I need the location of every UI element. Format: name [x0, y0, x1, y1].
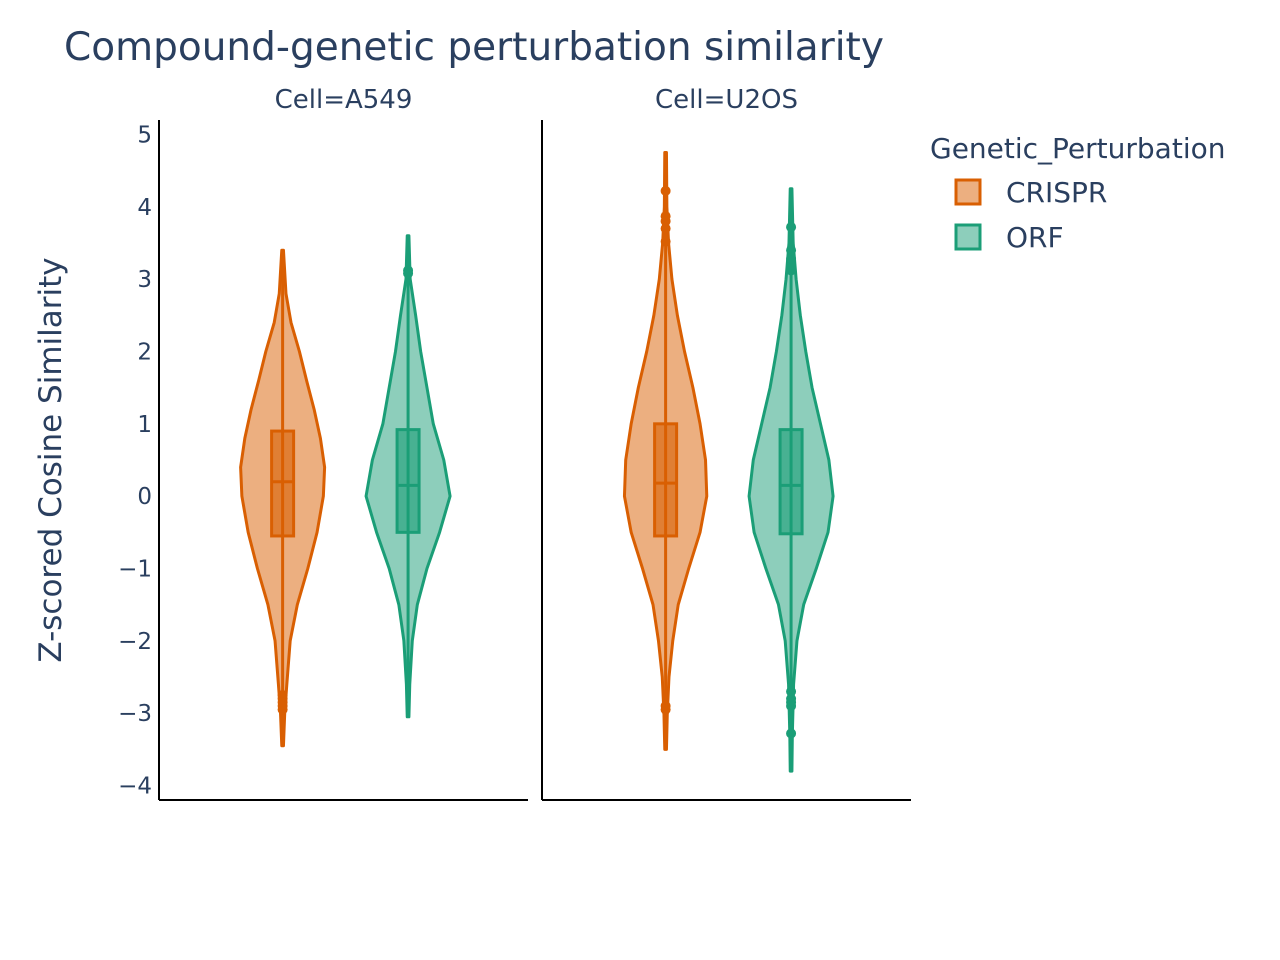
- outlier-point: [786, 245, 797, 256]
- y-tick-label: 4: [137, 195, 152, 221]
- y-tick-label: 0: [137, 484, 152, 510]
- outlier-point: [660, 223, 671, 234]
- y-axis-label: Z-scored Cosine Similarity: [33, 257, 69, 662]
- outlier-point: [786, 253, 797, 264]
- outlier-point: [786, 686, 797, 697]
- legend-swatch-crispr[interactable]: [954, 178, 982, 206]
- chart-title: Compound-genetic perturbation similarity: [64, 25, 884, 70]
- y-tick-label: −1: [118, 557, 152, 583]
- outlier-point: [660, 185, 671, 196]
- outlier-point: [660, 211, 671, 222]
- outlier-point: [660, 704, 671, 715]
- y-tick-label: −3: [118, 701, 152, 727]
- legend-swatch-orf[interactable]: [954, 223, 982, 251]
- plot-area: 5 4 3 2 1 0 −1 −2 −3 −4 Cell=A549 Cell=U2OS: [118, 85, 911, 801]
- y-tick-label: −2: [118, 629, 152, 655]
- outlier-point: [660, 236, 671, 247]
- legend-label-orf[interactable]: ORF: [1006, 221, 1064, 254]
- box-orf: [395, 428, 421, 534]
- facet-title: Cell=A549: [275, 85, 413, 115]
- box-crispr: [270, 429, 296, 538]
- y-tick-label: 1: [137, 412, 152, 438]
- box-crispr: [653, 422, 679, 538]
- y-tick-label: 3: [137, 267, 152, 293]
- outlier-point: [786, 728, 797, 739]
- y-tick-label: 2: [137, 339, 152, 365]
- outlier-point: [786, 222, 797, 233]
- legend-label-crispr[interactable]: CRISPR: [1006, 176, 1107, 209]
- box-orf: [778, 428, 804, 536]
- y-tick-label: −4: [118, 774, 152, 800]
- facet-title: Cell=U2OS: [655, 85, 798, 115]
- y-tick-label: 5: [137, 122, 152, 148]
- legend-title: Genetic_Perturbation: [930, 132, 1225, 165]
- outlier-point: [403, 265, 414, 276]
- outlier-point: [786, 700, 797, 711]
- outlier-point: [277, 704, 288, 715]
- legend: Genetic_Perturbation CRISPR ORF: [930, 132, 1225, 254]
